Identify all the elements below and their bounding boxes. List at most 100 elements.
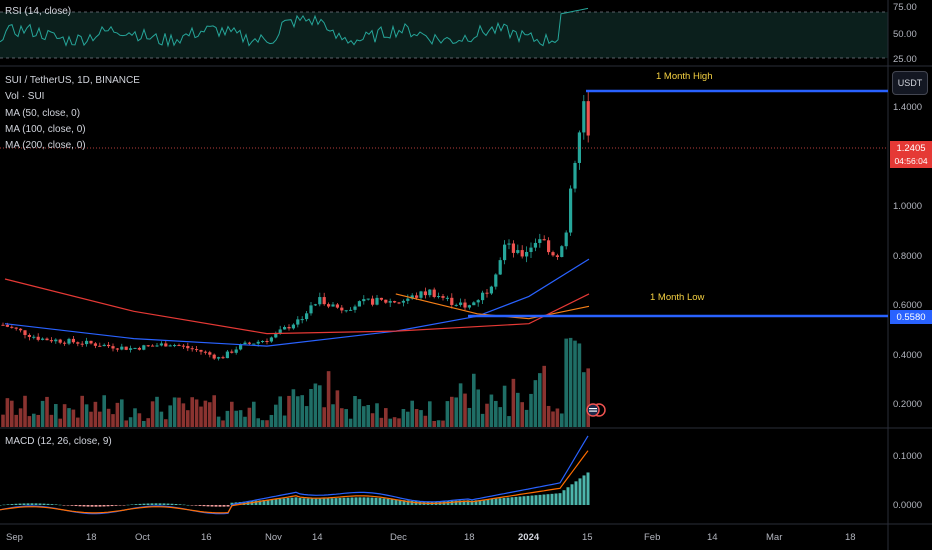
volume-bar <box>401 409 406 427</box>
candle-body <box>111 346 115 349</box>
macd-legend[interactable]: MACD (12, 26, close, 9) <box>5 436 112 447</box>
volume-bar <box>5 398 10 427</box>
volume-bar <box>454 397 458 427</box>
candle-body <box>221 357 225 359</box>
macd-histogram-bar <box>486 499 490 505</box>
candle-body <box>406 298 410 301</box>
time-axis-tick: 14 <box>312 532 323 543</box>
macd-histogram-bar <box>54 504 58 505</box>
month-low-annotation[interactable]: 1 Month Low <box>650 292 705 303</box>
macd-histogram-bar <box>14 503 18 505</box>
macd-histogram-bar <box>206 505 210 507</box>
candle-body <box>366 298 370 300</box>
time-axis-tick: Mar <box>766 532 783 543</box>
candle-body <box>234 349 238 353</box>
volume-bar <box>133 408 137 427</box>
signal-line <box>0 450 589 514</box>
macd-histogram-bar <box>330 498 334 505</box>
candle-body <box>181 345 185 347</box>
volume-bar <box>463 393 467 427</box>
macd-histogram-bar <box>554 493 558 505</box>
candle-body <box>555 255 559 257</box>
candle-body <box>331 304 335 307</box>
macd-histogram-bar <box>510 497 514 505</box>
month-low-badge: 0.5580 <box>890 310 932 324</box>
ma100-legend[interactable]: MA (100, close, 0) <box>5 124 86 135</box>
candle-body <box>564 232 568 247</box>
volume-bar <box>300 395 304 427</box>
candle-body <box>85 340 89 345</box>
volume-bar <box>384 408 388 427</box>
candle-body <box>467 305 471 308</box>
macd-histogram-bar <box>374 497 378 505</box>
candle-body <box>419 291 423 298</box>
candle-body <box>230 351 234 353</box>
candle-body <box>349 309 353 311</box>
volume-bar <box>511 378 516 427</box>
time-axis-tick: 16 <box>201 532 212 543</box>
ma50-legend[interactable]: MA (50, close, 0) <box>5 108 81 119</box>
candle-body <box>481 292 485 301</box>
currency-button[interactable]: USDT <box>892 71 928 95</box>
macd-histogram-bar <box>586 472 590 505</box>
rsi-legend[interactable]: RSI (14, close) <box>5 6 72 17</box>
volume-bar <box>529 393 533 427</box>
volume-bar <box>76 417 80 427</box>
countdown-badge: 04:56:04 <box>890 154 932 168</box>
candle-body <box>129 348 133 350</box>
macd-histogram-bar <box>334 498 338 505</box>
candle-body <box>489 286 493 294</box>
macd-histogram-bar <box>478 499 482 505</box>
candle-body <box>401 300 405 303</box>
candle-body <box>190 348 194 350</box>
macd-histogram-bar <box>98 505 102 507</box>
candle-body <box>5 324 9 327</box>
volume-bar <box>573 340 577 427</box>
candle-body <box>472 302 476 306</box>
events-flag-icon[interactable] <box>586 403 606 417</box>
symbol-legend[interactable]: SUI / TetherUS, 1D, BINANCE <box>5 75 140 86</box>
macd-histogram-bar <box>110 505 114 507</box>
macd-histogram-bar <box>350 497 354 505</box>
macd-histogram-bar <box>306 498 310 505</box>
volume-legend[interactable]: Vol · SUI <box>5 91 45 102</box>
candle-body <box>300 319 304 321</box>
macd-histogram-bar <box>394 499 398 505</box>
rsi-series-line <box>0 7 589 48</box>
macd-histogram-bar <box>18 503 22 505</box>
candle-body <box>573 162 577 189</box>
volume-bar <box>546 405 551 427</box>
volume-bar <box>36 414 40 427</box>
candle-body <box>459 302 463 305</box>
volume-bar <box>278 396 282 427</box>
time-axis-tick: 18 <box>464 532 475 543</box>
candle-body <box>296 319 300 325</box>
macd-histogram-bar <box>214 505 218 507</box>
volume-bar <box>586 368 590 427</box>
macd-histogram-bar <box>138 503 142 505</box>
candle-body <box>217 357 221 359</box>
volume-bar <box>18 408 23 427</box>
macd-histogram-bar <box>298 498 302 505</box>
macd-histogram-bar <box>354 497 358 505</box>
volume-bar <box>489 394 494 427</box>
volume-bar <box>494 400 498 427</box>
volume-bar <box>414 409 419 427</box>
candle-body <box>67 338 71 344</box>
ma200-legend[interactable]: MA (200, close, 0) <box>5 140 86 151</box>
month-high-annotation[interactable]: 1 Month High <box>656 71 713 82</box>
candle-body <box>54 339 58 342</box>
candle-body <box>49 340 53 342</box>
volume-bar <box>555 408 560 427</box>
macd-histogram-bar <box>578 478 582 505</box>
volume-bar <box>379 417 384 427</box>
macd-histogram-bar <box>310 498 314 505</box>
volume-bar <box>436 420 441 427</box>
volume-bar <box>32 413 36 427</box>
macd-histogram-bar <box>462 500 466 505</box>
rsi-axis-tick: 75.00 <box>893 2 917 13</box>
volume-bar <box>524 409 529 427</box>
volume-bar <box>467 407 472 427</box>
volume-bar <box>340 408 344 427</box>
